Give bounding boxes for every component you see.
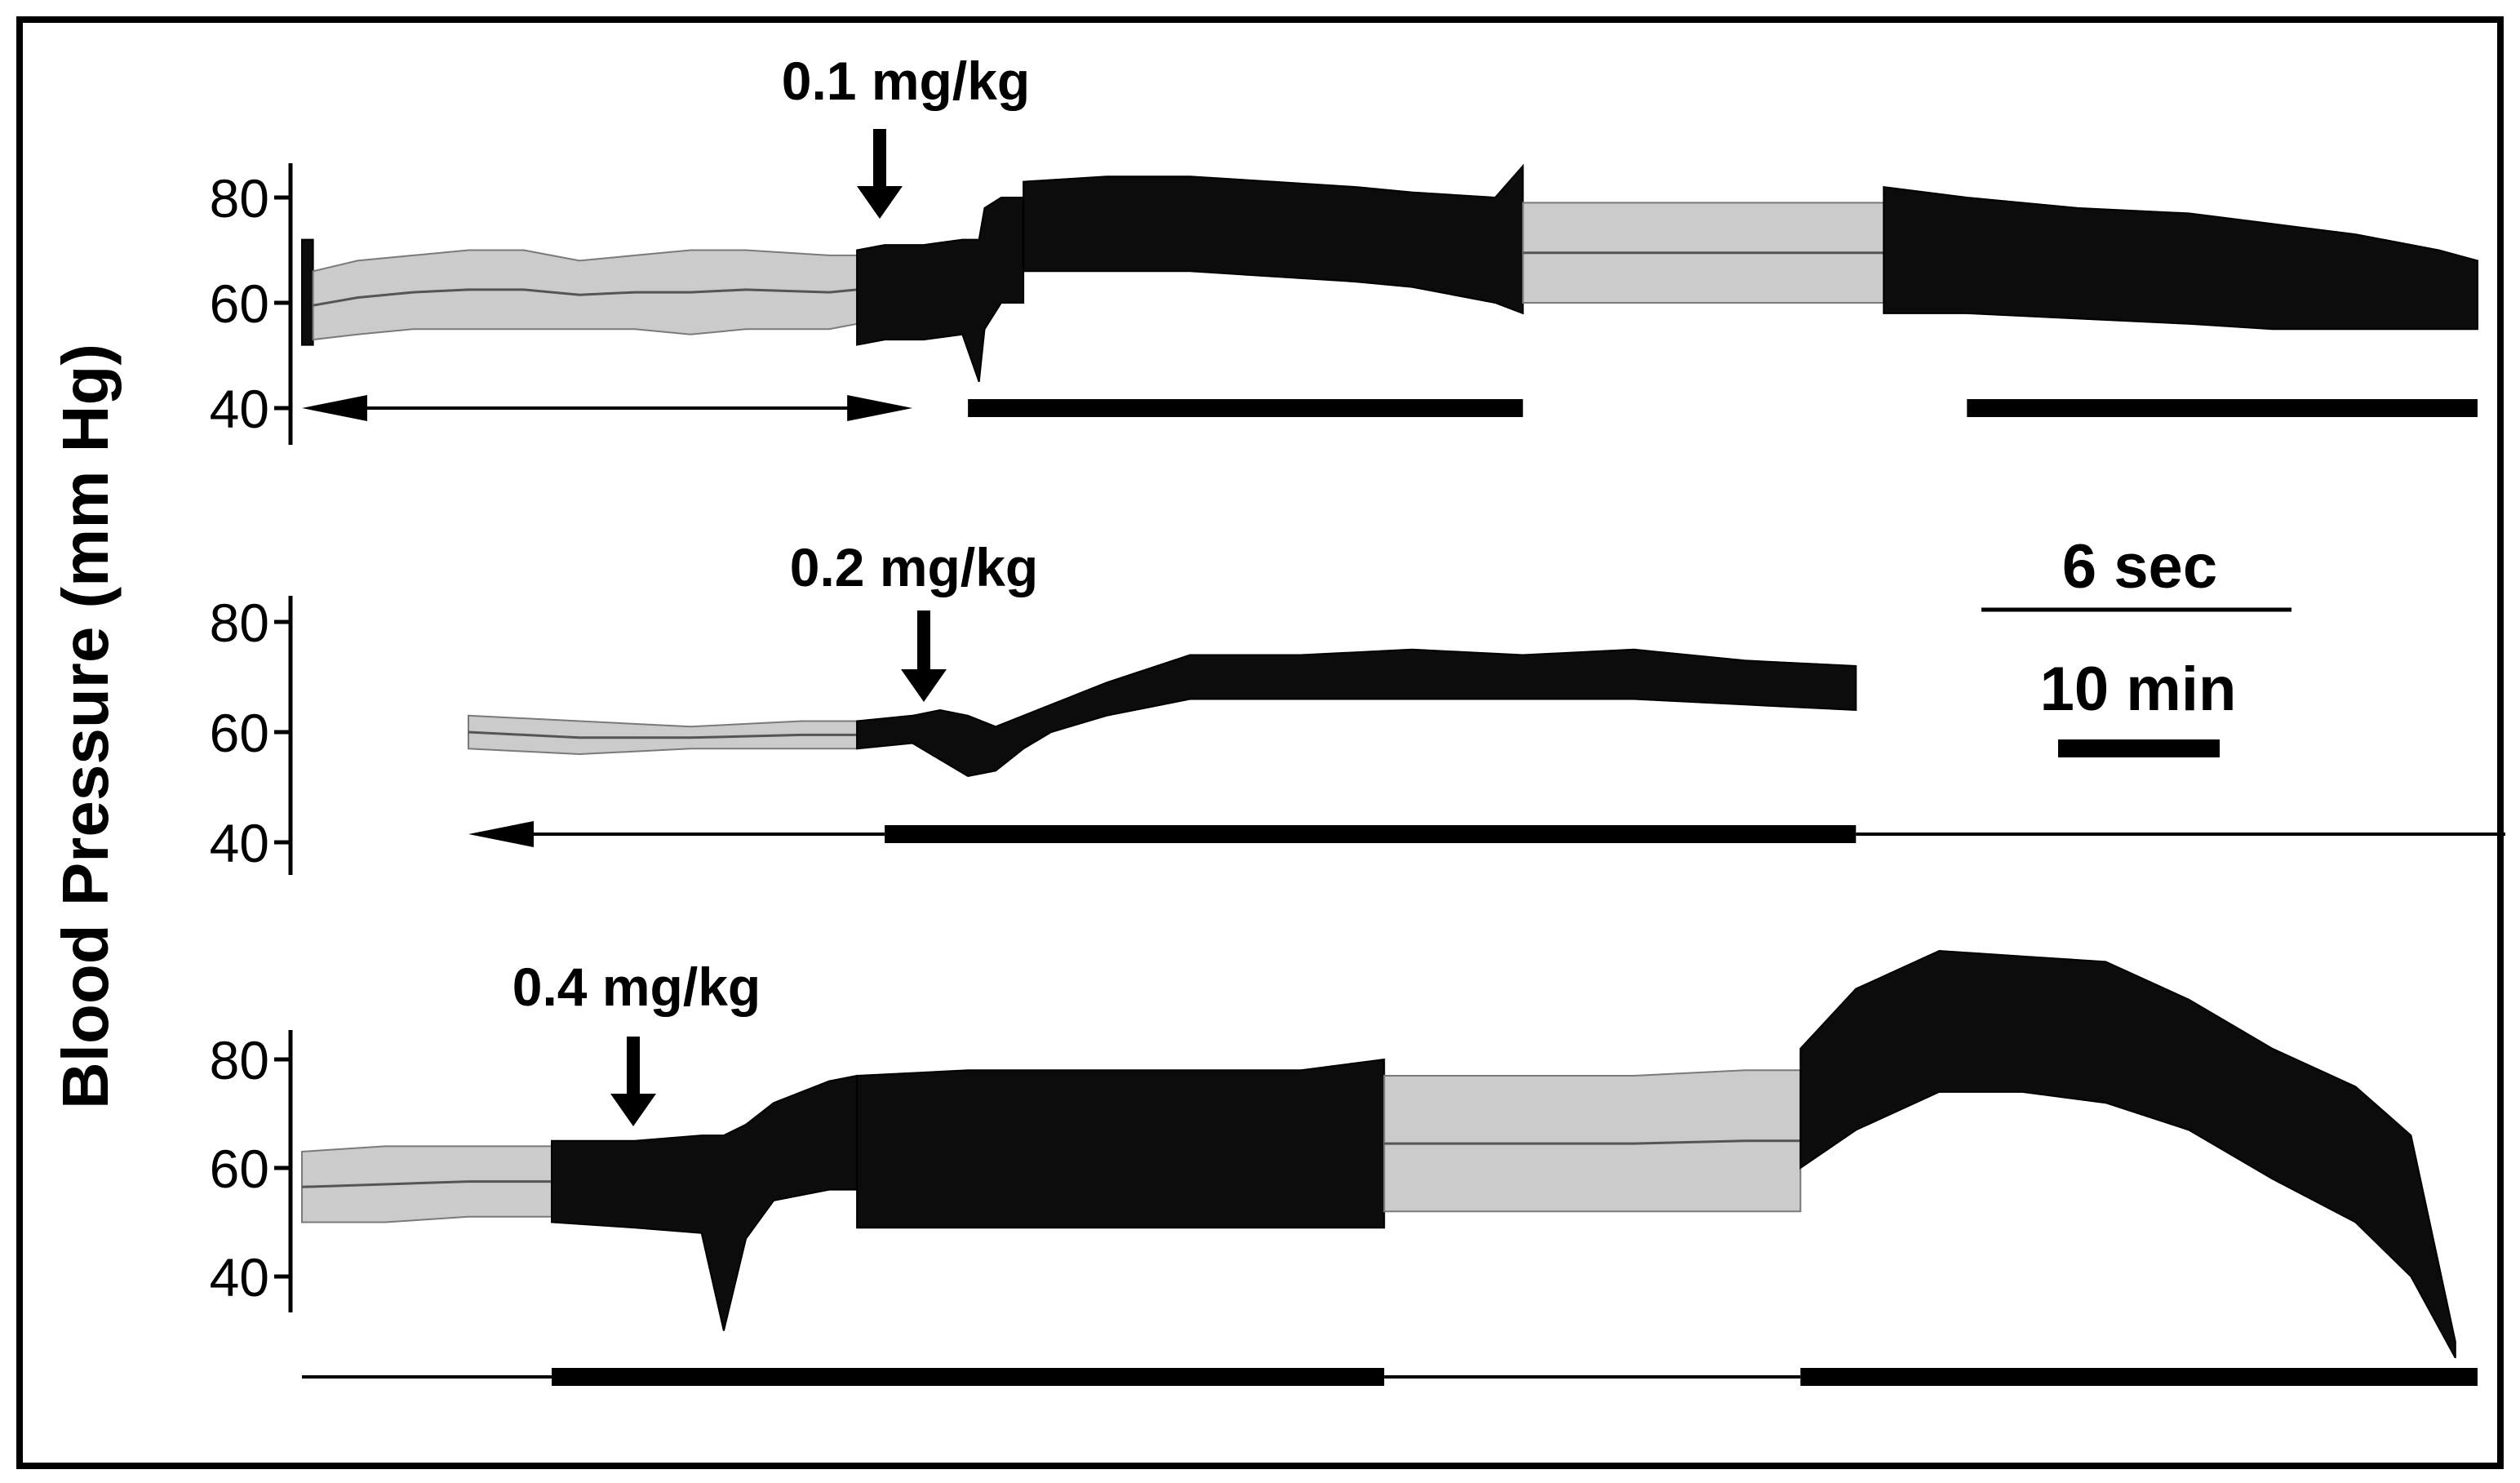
panel-middle: 80 60 40 0.2 mg/kg (210, 537, 2505, 875)
injection-arrow-head (901, 669, 947, 702)
y-tick-label: 40 (210, 813, 269, 873)
trace-segment-slow (301, 1145, 552, 1223)
time-bar-slow-speed (552, 1368, 1385, 1386)
arrowhead-left (302, 395, 367, 421)
trace-segment-fast (856, 648, 1857, 778)
scale-bar-legend: 6 sec 10 min (1981, 532, 2292, 757)
time-bar-slow-speed (1967, 399, 2478, 417)
scale-label-slow: 10 min (2040, 655, 2237, 724)
panel-bottom: 80 60 40 0.4 mg/kg (210, 949, 2478, 1386)
injection-arrow-head (857, 186, 903, 219)
y-tick-label: 60 (210, 1139, 269, 1199)
trace-mean-line (468, 730, 858, 739)
scale-bar-slow (2058, 739, 2220, 757)
y-tick-label: 60 (210, 273, 269, 334)
arrowhead-left (468, 821, 535, 847)
injection-arrow-shaft (627, 1037, 640, 1097)
figure-frame (16, 16, 2504, 1469)
trace-mean-line (313, 288, 858, 307)
panel-top: 80 60 40 0.1 mg/kg (210, 51, 2478, 445)
trace-segment-fast (551, 1074, 858, 1331)
trace-mean-line (1384, 1139, 1801, 1145)
time-bar-slow-speed (1800, 1368, 2478, 1386)
y-tick-label: 80 (210, 168, 269, 229)
y-axis-label: Blood Pressure (mm Hg) (49, 344, 122, 1109)
trace-segment-fast (301, 238, 314, 346)
trace-mean-line (301, 1180, 552, 1188)
trace-segment-fast (1023, 163, 1524, 315)
y-tick-label: 40 (210, 1247, 269, 1308)
trace-segment-slow (1383, 1069, 1802, 1213)
y-tick-label: 80 (210, 593, 269, 653)
y-tick-label: 60 (210, 703, 269, 763)
trace-segment-fast (1799, 949, 2456, 1359)
arrowhead-right (847, 395, 913, 421)
time-bar-slow-speed (885, 825, 1857, 843)
injection-arrow-shaft (917, 611, 930, 673)
trace-segment-fast (856, 197, 1025, 383)
trace-segment-fast (856, 1058, 1386, 1229)
dose-label: 0.1 mg/kg (782, 51, 1030, 111)
injection-arrow-shaft (873, 129, 886, 189)
injection-arrow-head (610, 1094, 656, 1126)
y-tick-label: 80 (210, 1030, 269, 1090)
trace-segment-fast (1883, 185, 2478, 331)
time-bar-slow-speed (968, 399, 1524, 417)
y-tick-label: 40 (210, 379, 269, 439)
scale-label-fast: 6 sec (2062, 532, 2217, 602)
dose-label: 0.2 mg/kg (790, 537, 1038, 597)
dose-label: 0.4 mg/kg (512, 957, 761, 1017)
